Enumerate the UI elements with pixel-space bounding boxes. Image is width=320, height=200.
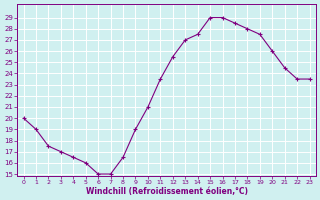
X-axis label: Windchill (Refroidissement éolien,°C): Windchill (Refroidissement éolien,°C) [85, 187, 248, 196]
